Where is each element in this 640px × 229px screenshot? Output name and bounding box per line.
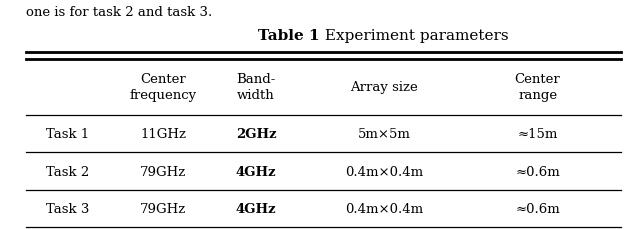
Text: 79GHz: 79GHz — [140, 165, 186, 178]
Text: 0.4m×0.4m: 0.4m×0.4m — [345, 202, 423, 215]
Text: one is for task 2 and task 3.: one is for task 2 and task 3. — [26, 6, 212, 19]
Text: Task 2: Task 2 — [45, 165, 89, 178]
Text: Task 3: Task 3 — [45, 202, 89, 215]
Text: 5m×5m: 5m×5m — [358, 128, 410, 140]
Text: ≈15m: ≈15m — [517, 128, 558, 140]
Text: Table 1: Table 1 — [259, 29, 320, 43]
Text: ≈0.6m: ≈0.6m — [515, 202, 560, 215]
Text: Array size: Array size — [350, 81, 418, 94]
Text: 4GHz: 4GHz — [236, 165, 276, 178]
Text: Center
frequency: Center frequency — [130, 73, 196, 102]
Text: 0.4m×0.4m: 0.4m×0.4m — [345, 165, 423, 178]
Text: 2GHz: 2GHz — [236, 128, 276, 140]
Text: Band-
width: Band- width — [236, 73, 276, 102]
Text: Experiment parameters: Experiment parameters — [320, 29, 509, 43]
Text: 11GHz: 11GHz — [140, 128, 186, 140]
Text: 4GHz: 4GHz — [236, 202, 276, 215]
Text: Task 1: Task 1 — [45, 128, 89, 140]
Text: 79GHz: 79GHz — [140, 202, 186, 215]
Text: ≈0.6m: ≈0.6m — [515, 165, 560, 178]
Text: Center
range: Center range — [515, 73, 561, 102]
